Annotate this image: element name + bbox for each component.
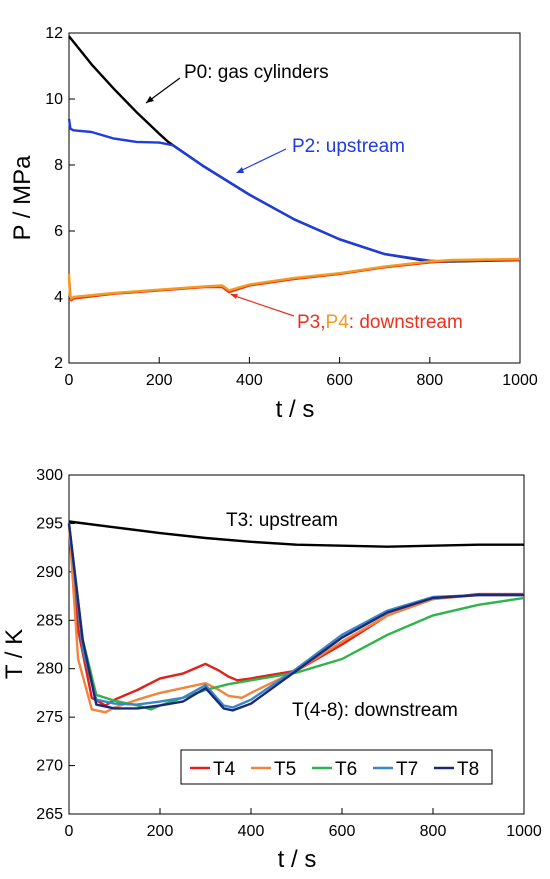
pressure-y-tick-label: 6 [54,223,63,240]
pressure-x-tick-label: 400 [236,372,263,389]
annotation-p2-arrowhead [236,167,244,173]
temperature-y-tick-label: 270 [36,758,63,775]
annotation-t3: T3: upstream [226,510,338,531]
series-p4-line [67,257,521,300]
annotation-p3-p4: P3,P4: downstream [297,312,463,333]
temperature-y-tick-label: 300 [36,467,63,484]
series-t7-line [67,523,524,709]
temperature-y-tick-label: 285 [36,612,63,629]
pressure-y-tick-label: 12 [45,25,63,42]
temperature-plot-area [68,474,525,815]
pressure-y-tick-label: 8 [54,157,63,174]
temperature-x-tick-label: 0 [65,823,74,840]
legend-label-t6: T6 [335,759,357,780]
legend-label-t8: T8 [457,759,479,780]
pressure-series [67,35,521,302]
annotation-p2: P2: upstream [292,136,405,157]
pressure-y-tick-label: 10 [45,91,63,108]
pressure-x-axis-label: t / s [276,396,315,423]
temperature-x-axis-label: t / s [278,846,317,873]
legend-label-t7: T7 [396,759,418,780]
series-p2-line [67,118,521,263]
annotation-p0: P0: gas cylinders [184,62,329,83]
pressure-y-axis-label: P / MPa [9,155,36,241]
pressure-x-tick-label: 600 [326,372,353,389]
legend-label-t5: T5 [274,759,296,780]
annotation-p3-arrowhead [230,294,238,299]
temperature-x-tick-label: 400 [238,823,265,840]
annotation-p4: P4 [326,312,350,333]
annotation-downstream: : downstream [349,312,463,333]
pressure-x-tick-label: 200 [146,372,173,389]
pressure-x-tick-label: 800 [416,372,443,389]
temperature-series [67,520,525,714]
annotation-t48: T(4-8): downstream [292,700,458,721]
pressure-plot-area [68,32,521,364]
pressure-y-tick-label: 2 [54,355,63,372]
series-t5-line [67,523,524,714]
temperature-x-tick-label: 200 [147,823,174,840]
series-t4-line [67,523,524,707]
pressure-y-tick-label: 4 [54,289,63,306]
annotation-p3: P3, [297,312,326,333]
temperature-y-tick-label: 280 [36,661,63,678]
pressure-ticks: 0 200 400 600 800 1000 2 4 6 8 10 12 [45,25,538,389]
temperature-y-tick-label: 290 [36,564,63,581]
temperature-y-tick-label: 265 [36,806,63,823]
legend-items: T4 T5 T6 T7 T8 [190,759,479,780]
pressure-x-tick-label: 0 [65,372,74,389]
temperature-ticks: 0 200 400 600 800 1000 265 270 275 280 285 290 295 30… [36,467,542,840]
temperature-y-tick-label: 295 [36,515,63,532]
temperature-x-tick-label: 800 [420,823,447,840]
temperature-y-axis-label: T / K [1,629,28,679]
annotation-p3-arrow [231,294,295,317]
annotation-p2-arrow [237,148,287,173]
annotation-p0-arrowhead [146,96,154,103]
series-t8-line [67,523,524,712]
temperature-x-tick-label: 600 [329,823,356,840]
temperature-x-tick-label: 1000 [506,823,542,840]
series-p3-line [67,258,521,302]
series-t3-line [68,520,524,548]
series-t6-line [67,523,525,711]
legend: T4 T5 T6 T7 T8 [180,749,493,785]
legend-label-t4: T4 [213,759,236,780]
temperature-y-tick-label: 275 [36,709,63,726]
pressure-x-tick-label: 1000 [502,372,538,389]
temperature-chart: 0 200 400 600 800 1000 265 270 275 280 285 290 295 30… [1,467,542,873]
